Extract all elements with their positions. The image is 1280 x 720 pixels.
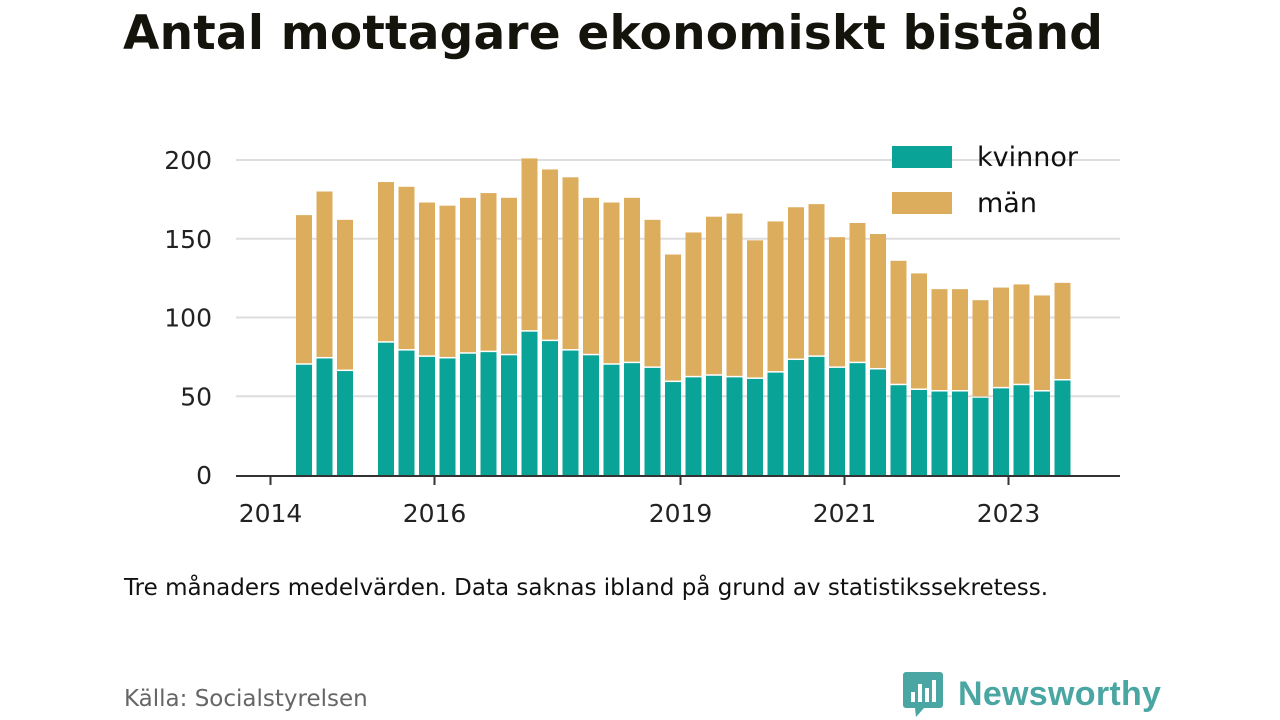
bar-kvinnor: [316, 358, 333, 475]
bar-man: [993, 287, 1009, 387]
bar-man: [931, 289, 948, 391]
bar-man: [808, 204, 825, 356]
bar-man: [439, 205, 456, 357]
source-label: Källa: Socialstyrelsen: [124, 686, 368, 712]
bar-kvinnor: [870, 369, 886, 475]
bar-man: [501, 197, 517, 354]
bar-kvinnor: [460, 353, 476, 475]
bar-man: [767, 221, 784, 372]
bar-kvinnor: [1013, 385, 1030, 475]
bar-man: [603, 202, 620, 364]
bar-man: [419, 202, 435, 356]
y-tick-label: 50: [180, 382, 212, 411]
newsworthy-logo-icon: [903, 672, 943, 717]
legend: kvinnor män: [892, 142, 1079, 219]
bar-man: [644, 219, 661, 367]
bar-man: [583, 197, 599, 354]
bar-man: [685, 232, 702, 376]
bar-man: [562, 177, 579, 350]
y-axis-ticks: 0 50 100 150 200: [164, 146, 212, 490]
bar-kvinnor: [788, 360, 804, 475]
bar-man: [665, 254, 681, 381]
bar-kvinnor: [911, 389, 927, 475]
bar-kvinnor: [1054, 380, 1071, 475]
bar-kvinnor: [378, 342, 394, 475]
bar-kvinnor: [808, 356, 825, 475]
bar-kvinnor: [993, 388, 1009, 475]
x-tick-label: 2014: [239, 499, 303, 528]
x-tick-label: 2023: [977, 499, 1041, 528]
y-tick-label: 150: [164, 225, 212, 254]
bar-kvinnor: [419, 356, 435, 475]
bar-man: [1054, 282, 1071, 379]
legend-swatch-kvinnor: [892, 146, 952, 168]
bar-man: [788, 207, 804, 359]
bar-man: [747, 240, 763, 378]
bar-kvinnor: [644, 367, 661, 475]
bar-man: [398, 186, 415, 350]
bar-man: [378, 182, 394, 342]
bar-man: [706, 216, 722, 375]
bar-kvinnor: [398, 350, 415, 475]
newsworthy-logo[interactable]: Newsworthy: [902, 670, 1161, 718]
bar-kvinnor: [583, 355, 599, 475]
bar-kvinnor: [931, 391, 948, 475]
bar-kvinnor: [747, 378, 763, 475]
x-tick-label: 2021: [813, 499, 877, 528]
bar-man: [542, 169, 558, 340]
y-tick-label: 100: [164, 304, 212, 333]
bar-man: [870, 234, 886, 368]
bar-man: [1034, 295, 1050, 391]
bar-kvinnor: [685, 377, 702, 475]
bar-man: [972, 300, 989, 397]
bar-man: [1013, 284, 1030, 384]
bar-kvinnor: [439, 358, 456, 475]
bar-kvinnor: [603, 364, 620, 475]
bar-man: [849, 223, 866, 362]
bar-kvinnor: [829, 367, 845, 475]
bar-man: [952, 289, 968, 391]
x-tick-label: 2016: [403, 499, 467, 528]
y-tick-label: 0: [196, 461, 212, 490]
y-tick-label: 200: [164, 146, 212, 175]
bar-man: [296, 215, 312, 364]
bar-man: [316, 191, 333, 357]
bar-kvinnor: [480, 352, 497, 475]
chart-note: Tre månaders medelvärden. Data saknas ib…: [124, 575, 1049, 601]
bar-kvinnor: [952, 391, 968, 475]
legend-swatch-man: [892, 192, 952, 214]
bar-man: [911, 273, 927, 389]
legend-label-man: män: [977, 188, 1037, 219]
bar-kvinnor: [296, 364, 312, 475]
bar-man: [726, 213, 743, 376]
brand-name: Newsworthy: [958, 674, 1162, 713]
bar-kvinnor: [501, 355, 517, 475]
bar-kvinnor: [624, 363, 640, 475]
chart-title: Antal mottagare ekonomiskt bistånd: [123, 6, 1104, 61]
legend-label-kvinnor: kvinnor: [977, 142, 1079, 173]
bar-man: [521, 158, 538, 331]
bar-man: [624, 197, 640, 362]
bar-kvinnor: [706, 375, 722, 475]
bar-kvinnor: [1034, 391, 1050, 475]
bar-kvinnor: [726, 377, 743, 475]
bar-man: [337, 219, 353, 370]
bar-man: [480, 193, 497, 351]
bars: [296, 158, 1071, 475]
x-tick-label: 2019: [649, 499, 713, 528]
bar-kvinnor: [521, 331, 538, 475]
bar-man: [890, 260, 907, 384]
bar-man: [460, 197, 476, 353]
bar-kvinnor: [849, 363, 866, 475]
bar-man: [829, 237, 845, 367]
bar-kvinnor: [562, 350, 579, 475]
bar-kvinnor: [972, 397, 989, 475]
x-axis-ticks: 2014 2016 2019 2021 2023: [236, 475, 1120, 528]
bar-kvinnor: [337, 371, 353, 475]
bar-kvinnor: [890, 385, 907, 475]
bar-kvinnor: [542, 341, 558, 475]
bar-kvinnor: [767, 372, 784, 475]
bar-kvinnor: [665, 382, 681, 475]
